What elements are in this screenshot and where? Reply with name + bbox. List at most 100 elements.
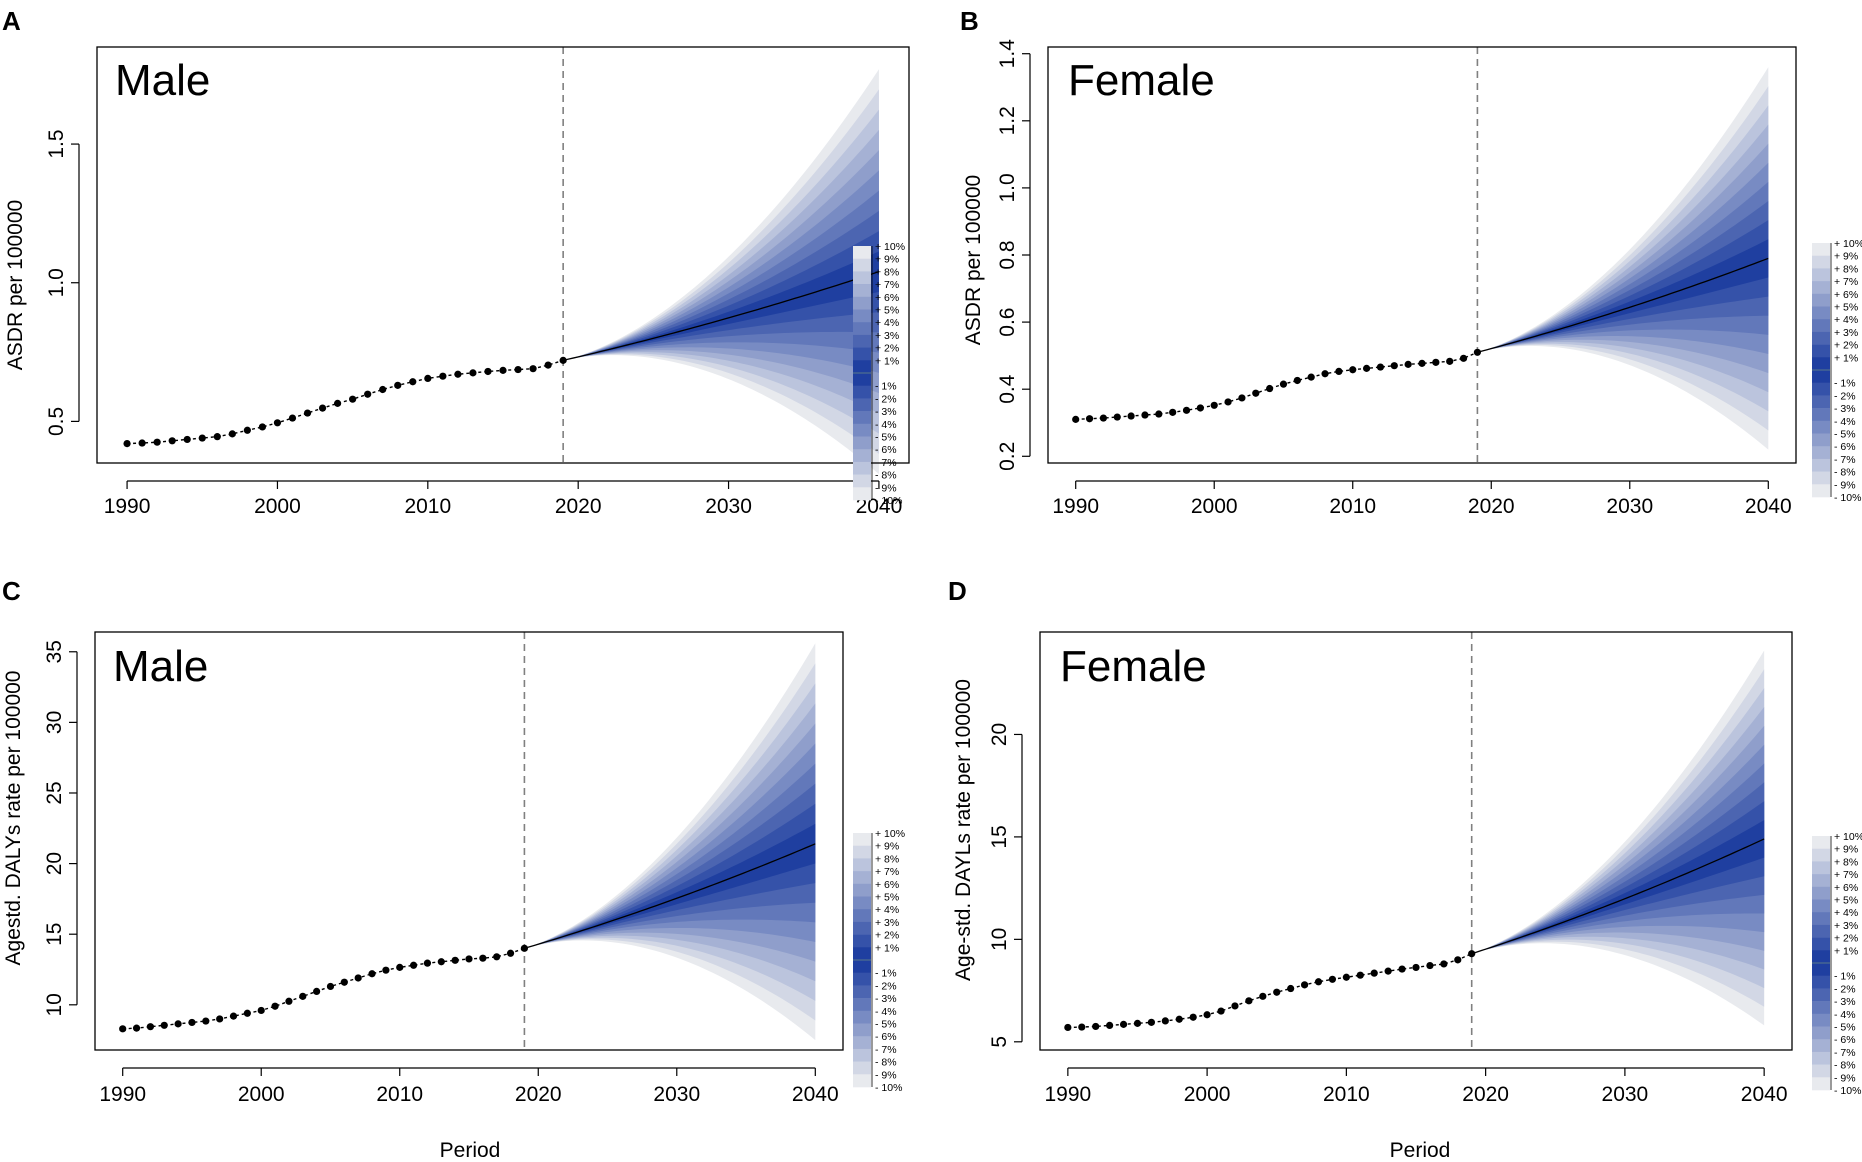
legend-swatch (853, 1061, 871, 1075)
observed-point (1182, 406, 1191, 414)
observed-point (1376, 363, 1385, 371)
legend-swatch (1812, 988, 1830, 1002)
observed-series (1072, 348, 1482, 423)
panel-b: B Female 1990 2000 2010 2020 2030 2040 0.2 0.4… (960, 6, 1862, 518)
legend-label: - 2% (875, 393, 897, 405)
y-axis: 0.2 0.4 0.6 0.8 1.0 1.2 1.4 (996, 39, 1031, 471)
observed-point (424, 374, 432, 383)
legend-label: + 4% (875, 904, 899, 916)
observed-point (409, 961, 418, 969)
legend-swatch (853, 833, 871, 846)
observed-point (1133, 1019, 1142, 1027)
y-axis: 5 10 15 20 (988, 723, 1023, 1048)
legend-swatch (853, 461, 871, 475)
legend-label: - 4% (1834, 1009, 1856, 1021)
observed-point (333, 399, 342, 407)
y-tick-label: 5 (988, 1036, 1011, 1048)
legend-label: + 9% (1834, 844, 1858, 856)
observed-point (1189, 1013, 1197, 1021)
legend-swatch (853, 334, 871, 348)
observed-point (1259, 992, 1267, 1000)
x-tick-label: 2000 (1184, 1083, 1231, 1106)
observed-point (168, 437, 176, 445)
legend-label: - 3% (1834, 996, 1856, 1008)
observed-point (1390, 362, 1398, 370)
legend-label: + 1% (875, 355, 899, 367)
y-axis-label: ASDR per 100000 (4, 200, 27, 370)
legend-label: - 1% (1834, 378, 1856, 390)
observed-point (153, 438, 161, 446)
panel-letter: B (960, 6, 979, 36)
y-tick-label: 15 (43, 923, 66, 946)
legend-swatch (853, 998, 871, 1012)
y-tick-label: 10 (43, 993, 66, 1016)
legend-label: - 2% (875, 980, 897, 992)
observed-point (146, 1023, 155, 1031)
observed-point (1106, 1021, 1114, 1030)
legend-label: + 6% (875, 292, 899, 304)
legend-label: + 10% (875, 828, 905, 840)
y-tick-label: 20 (43, 852, 66, 875)
x-tick-label: 2010 (1323, 1083, 1370, 1106)
y-tick-label: 1.5 (45, 129, 68, 158)
legend-swatch (1812, 874, 1830, 888)
observed-point (479, 954, 487, 962)
observed-point (1119, 1020, 1128, 1028)
legend-label: + 9% (1834, 251, 1858, 263)
plot-frame (1047, 46, 1797, 464)
observed-point (1300, 981, 1309, 989)
y-tick-label: 0.8 (996, 240, 1019, 269)
legend-swatch (853, 921, 871, 935)
legend-swatch (853, 960, 871, 973)
observed-point (1141, 411, 1149, 419)
observed-point (1085, 415, 1094, 423)
y-tick-label: 1.0 (45, 268, 68, 297)
observed-point (1210, 401, 1218, 409)
observed-point (1335, 367, 1343, 376)
observed-line (1067, 953, 1472, 1029)
projection-fan (563, 69, 879, 475)
legend-swatch (1812, 1013, 1830, 1027)
observed-point (1440, 960, 1448, 968)
x-axis: 1990 2000 2010 2020 2030 2040 (104, 480, 902, 518)
legend-label: - 7% (1834, 454, 1856, 466)
observed-point (544, 361, 552, 369)
y-axis: 10 15 20 25 30 35 (43, 640, 78, 1016)
y-tick-label: 0.2 (996, 442, 1019, 471)
observed-point (216, 1015, 224, 1023)
legend-swatch (853, 1010, 871, 1024)
legend-label: + 2% (1834, 340, 1858, 352)
observed-point (1231, 1002, 1239, 1010)
observed-point (1473, 348, 1482, 356)
observed-point (273, 419, 282, 427)
x-tick-label: 2020 (515, 1083, 562, 1106)
observed-point (1196, 404, 1204, 412)
legend-label: + 10% (1834, 831, 1862, 843)
legend-swatch (853, 385, 871, 399)
legend-swatch (1812, 408, 1830, 422)
legend-swatch (1812, 836, 1830, 849)
observed-point (326, 982, 335, 991)
legend-label: - 6% (1834, 441, 1856, 453)
observed-point (394, 381, 402, 389)
panel-title: Male (113, 642, 208, 691)
observed-point (1238, 394, 1246, 402)
legend-label: - 9% (1834, 479, 1856, 491)
legend-swatch (1812, 344, 1830, 358)
x-tick-label: 2000 (254, 495, 301, 518)
x-tick-label: 2040 (792, 1083, 839, 1106)
legend-swatch (1812, 1039, 1830, 1053)
x-tick-label: 2000 (238, 1083, 285, 1106)
legend-swatch (853, 845, 871, 859)
legend-label: + 3% (1834, 327, 1858, 339)
legend-label: + 2% (875, 930, 899, 942)
projection-fan (1471, 650, 1765, 1026)
legend-swatch (1812, 357, 1830, 371)
legend-label: + 3% (875, 330, 899, 342)
legend-swatch (853, 322, 871, 336)
y-tick-label: 10 (988, 928, 1011, 951)
observed-point (349, 395, 357, 403)
legend-swatch (853, 411, 871, 425)
legend-label: + 4% (1834, 907, 1858, 919)
observed-point (1459, 354, 1468, 362)
